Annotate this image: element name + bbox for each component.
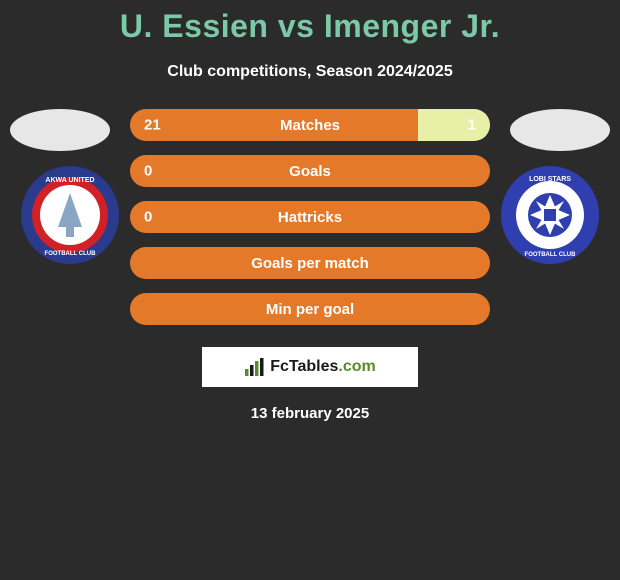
stat-bar-left-segment <box>130 247 490 279</box>
svg-text:FOOTBALL CLUB: FOOTBALL CLUB <box>525 252 577 258</box>
svg-text:AKWA UNITED: AKWA UNITED <box>45 177 94 184</box>
avatar-left-placeholder <box>10 109 110 151</box>
stat-bar-left-value: 0 <box>144 163 152 180</box>
stat-bar: Min per goal <box>130 293 490 325</box>
footer-date: 13 february 2025 <box>0 405 620 422</box>
stat-bar-left-segment <box>130 109 418 141</box>
branding-domain: .com <box>338 358 375 375</box>
branding-text: FcTables.com <box>270 358 376 376</box>
stat-bar-right-segment <box>418 109 490 141</box>
stat-bar-left-value: 21 <box>144 117 161 134</box>
stat-bar-left-segment <box>130 201 490 233</box>
branding-box: FcTables.com <box>202 347 418 387</box>
avatar-right-placeholder <box>510 109 610 151</box>
svg-text:FOOTBALL CLUB: FOOTBALL CLUB <box>45 251 97 257</box>
stat-bar: Goals per match <box>130 247 490 279</box>
club-badge-left: AKWA UNITED FOOTBALL CLUB <box>20 165 120 265</box>
comparison-content: AKWA UNITED FOOTBALL CLUB LOBI STARS FOO… <box>0 109 620 422</box>
page-subtitle: Club competitions, Season 2024/2025 <box>0 63 620 81</box>
stat-bar: Goals0 <box>130 155 490 187</box>
stat-bar-right-value: 1 <box>468 117 476 134</box>
stat-bar: Matches211 <box>130 109 490 141</box>
stat-bar-left-segment <box>130 293 490 325</box>
stat-bar-left-value: 0 <box>144 209 152 226</box>
stat-bar-left-segment <box>130 155 490 187</box>
lobi-stars-badge-icon: LOBI STARS FOOTBALL CLUB <box>500 165 600 265</box>
club-badge-right: LOBI STARS FOOTBALL CLUB <box>500 165 600 265</box>
svg-text:LOBI STARS: LOBI STARS <box>529 176 571 183</box>
stat-bars: Matches211Goals0Hattricks0Goals per matc… <box>130 109 490 325</box>
akwa-united-badge-icon: AKWA UNITED FOOTBALL CLUB <box>20 165 120 265</box>
branding-name: FcTables <box>270 358 338 375</box>
page-title: U. Essien vs Imenger Jr. <box>0 0 620 45</box>
stat-bar: Hattricks0 <box>130 201 490 233</box>
fctables-chart-icon <box>244 357 264 377</box>
